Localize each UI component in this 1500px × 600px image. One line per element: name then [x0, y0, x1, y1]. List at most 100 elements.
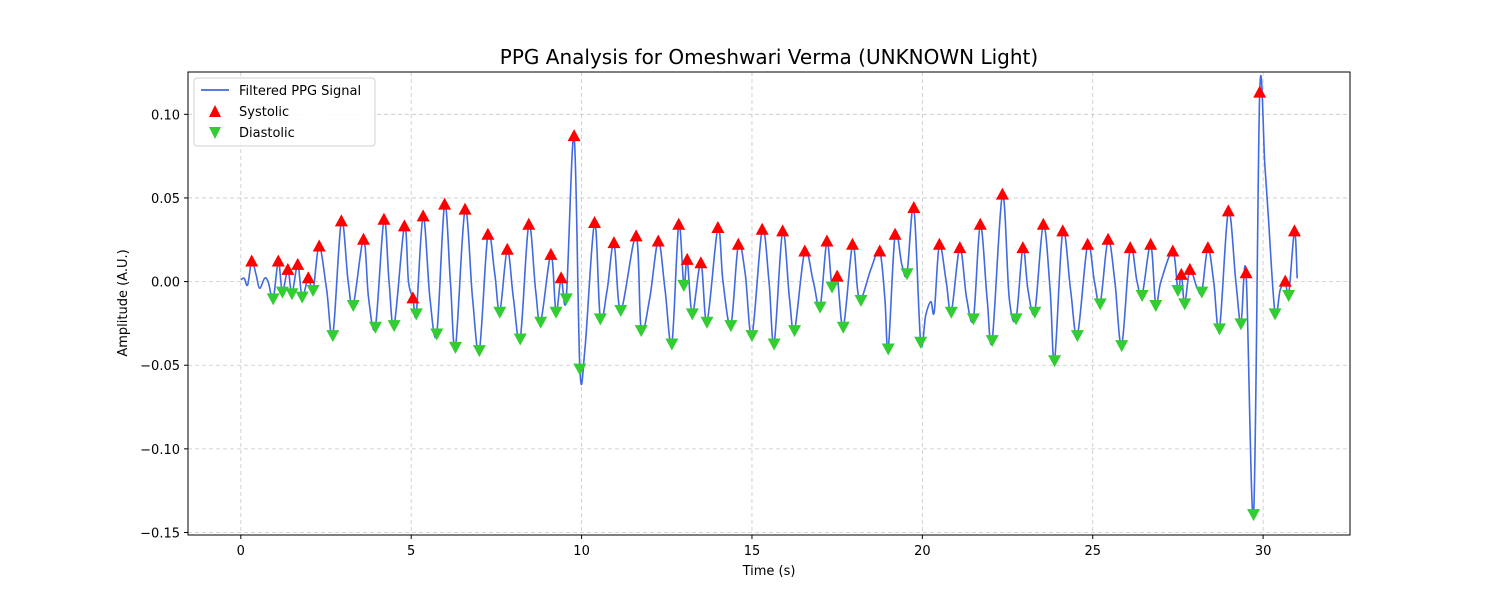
- diastolic-marker: [593, 313, 607, 326]
- systolic-marker: [953, 241, 967, 254]
- systolic-marker: [567, 129, 581, 142]
- systolic-marker: [1278, 274, 1292, 287]
- systolic-marker: [481, 227, 495, 240]
- systolic-marker: [500, 242, 514, 255]
- diastolic-marker: [685, 308, 699, 321]
- x-tick-label: 25: [1084, 544, 1101, 559]
- x-tick-label: 0: [237, 544, 245, 559]
- diastolic-marker: [1282, 289, 1296, 302]
- diastolic-marker: [881, 343, 895, 356]
- diastolic-marker: [944, 306, 958, 319]
- legend-label-signal: Filtered PPG Signal: [239, 84, 361, 99]
- systolic-marker: [711, 221, 725, 234]
- systolic-marker: [1144, 237, 1158, 250]
- y-tick-label: −0.10: [140, 443, 180, 458]
- systolic-marker: [845, 237, 859, 250]
- systolic-marker: [1016, 241, 1030, 254]
- systolic-marker: [932, 237, 946, 250]
- diastolic-marker: [306, 284, 320, 297]
- systolic-marker: [873, 244, 887, 257]
- diastolic-marker: [387, 320, 401, 333]
- systolic-marker: [1101, 232, 1115, 245]
- diastolic-marker: [724, 320, 738, 333]
- systolic-marker: [1201, 241, 1215, 254]
- diastolic-marker: [813, 301, 827, 314]
- diastolic-marker: [1234, 318, 1248, 331]
- diastolic-marker: [1093, 298, 1107, 311]
- systolic-marker: [907, 200, 921, 213]
- x-axis-label: Time (s): [742, 564, 796, 579]
- diastolic-marker: [346, 300, 360, 313]
- y-tick-label: 0.10: [151, 108, 180, 123]
- systolic-marker: [1056, 224, 1070, 237]
- diastolic-marker: [430, 328, 444, 341]
- diastolic-marker: [1070, 330, 1084, 343]
- diastolic-marker: [634, 325, 648, 338]
- systolic-marker: [672, 217, 686, 230]
- systolic-marker: [271, 254, 285, 267]
- diastolic-marker: [326, 330, 340, 343]
- y-tick-label: −0.05: [140, 359, 180, 374]
- diastolic-marker: [368, 321, 382, 334]
- diastolic-marker: [1115, 340, 1129, 353]
- plot-area-frame: [187, 71, 1351, 536]
- systolic-marker: [554, 271, 568, 284]
- diastolic-marker: [745, 330, 759, 343]
- y-axis-label: Amplitude (A.U.): [116, 249, 131, 356]
- x-tick-label: 5: [407, 544, 415, 559]
- systolic-marker: [830, 269, 844, 282]
- legend-systolic-swatch: [209, 105, 221, 117]
- systolic-marker: [281, 262, 295, 275]
- legend: Filtered PPG Signal Systolic Diastolic: [193, 77, 376, 147]
- diastolic-marker: [409, 308, 423, 321]
- systolic-marker: [1239, 266, 1253, 279]
- diastolic-marker: [448, 341, 462, 354]
- systolic-marker: [629, 229, 643, 242]
- systolic-marker: [1253, 85, 1267, 98]
- diastolic-marker: [1149, 300, 1163, 313]
- diastolic-marker: [677, 279, 691, 292]
- diastolic-marker: [665, 338, 679, 351]
- systolic-marker: [377, 212, 391, 225]
- diastolic-marker: [854, 294, 868, 307]
- systolic-marker: [1036, 217, 1050, 230]
- diastolic-marker: [900, 268, 914, 281]
- diastolic-marker: [985, 335, 999, 348]
- y-tick-label: 0.05: [151, 192, 180, 207]
- systolic-marker: [694, 256, 708, 269]
- systolic-marker: [651, 234, 665, 247]
- diastolic-marker: [1048, 355, 1062, 368]
- systolic-marker: [820, 234, 834, 247]
- systolic-marker: [1174, 267, 1188, 280]
- diastolic-marker: [700, 316, 714, 329]
- systolic-marker: [1183, 262, 1197, 275]
- diastolic-marker: [767, 338, 781, 351]
- diastolic-marker: [1178, 298, 1192, 311]
- diastolic-marker: [825, 281, 839, 294]
- diastolic-marker: [788, 325, 802, 338]
- x-tick-label: 30: [1255, 544, 1272, 559]
- diastolic-marker: [1171, 284, 1185, 297]
- systolic-marker: [995, 187, 1009, 200]
- systolic-marker: [416, 209, 430, 222]
- y-axis-ticks: −0.15 −0.10 −0.05 0.00 0.05 0.10: [140, 108, 188, 541]
- filtered-ppg-signal-line: [240, 74, 1298, 518]
- diastolic-marker: [559, 293, 573, 306]
- systolic-marker: [301, 271, 315, 284]
- diastolic-marker: [513, 333, 527, 346]
- systolic-marker: [1221, 204, 1235, 217]
- diastolic-marker: [1212, 323, 1226, 336]
- systolic-marker: [798, 244, 812, 257]
- systolic-marker: [1166, 244, 1180, 257]
- legend-box: [193, 77, 376, 147]
- diastolic-marker: [549, 306, 563, 319]
- x-axis-ticks: 0 5 10 15 20 25 30: [237, 535, 1272, 559]
- x-tick-label: 10: [573, 544, 590, 559]
- diastolic-marker: [285, 288, 299, 301]
- legend-label-systolic: Systolic: [239, 105, 289, 120]
- systolic-marker: [397, 219, 411, 232]
- diastolic-marker: [295, 291, 309, 304]
- diastolic-marker: [614, 305, 628, 318]
- diastolic-marker: [966, 313, 980, 326]
